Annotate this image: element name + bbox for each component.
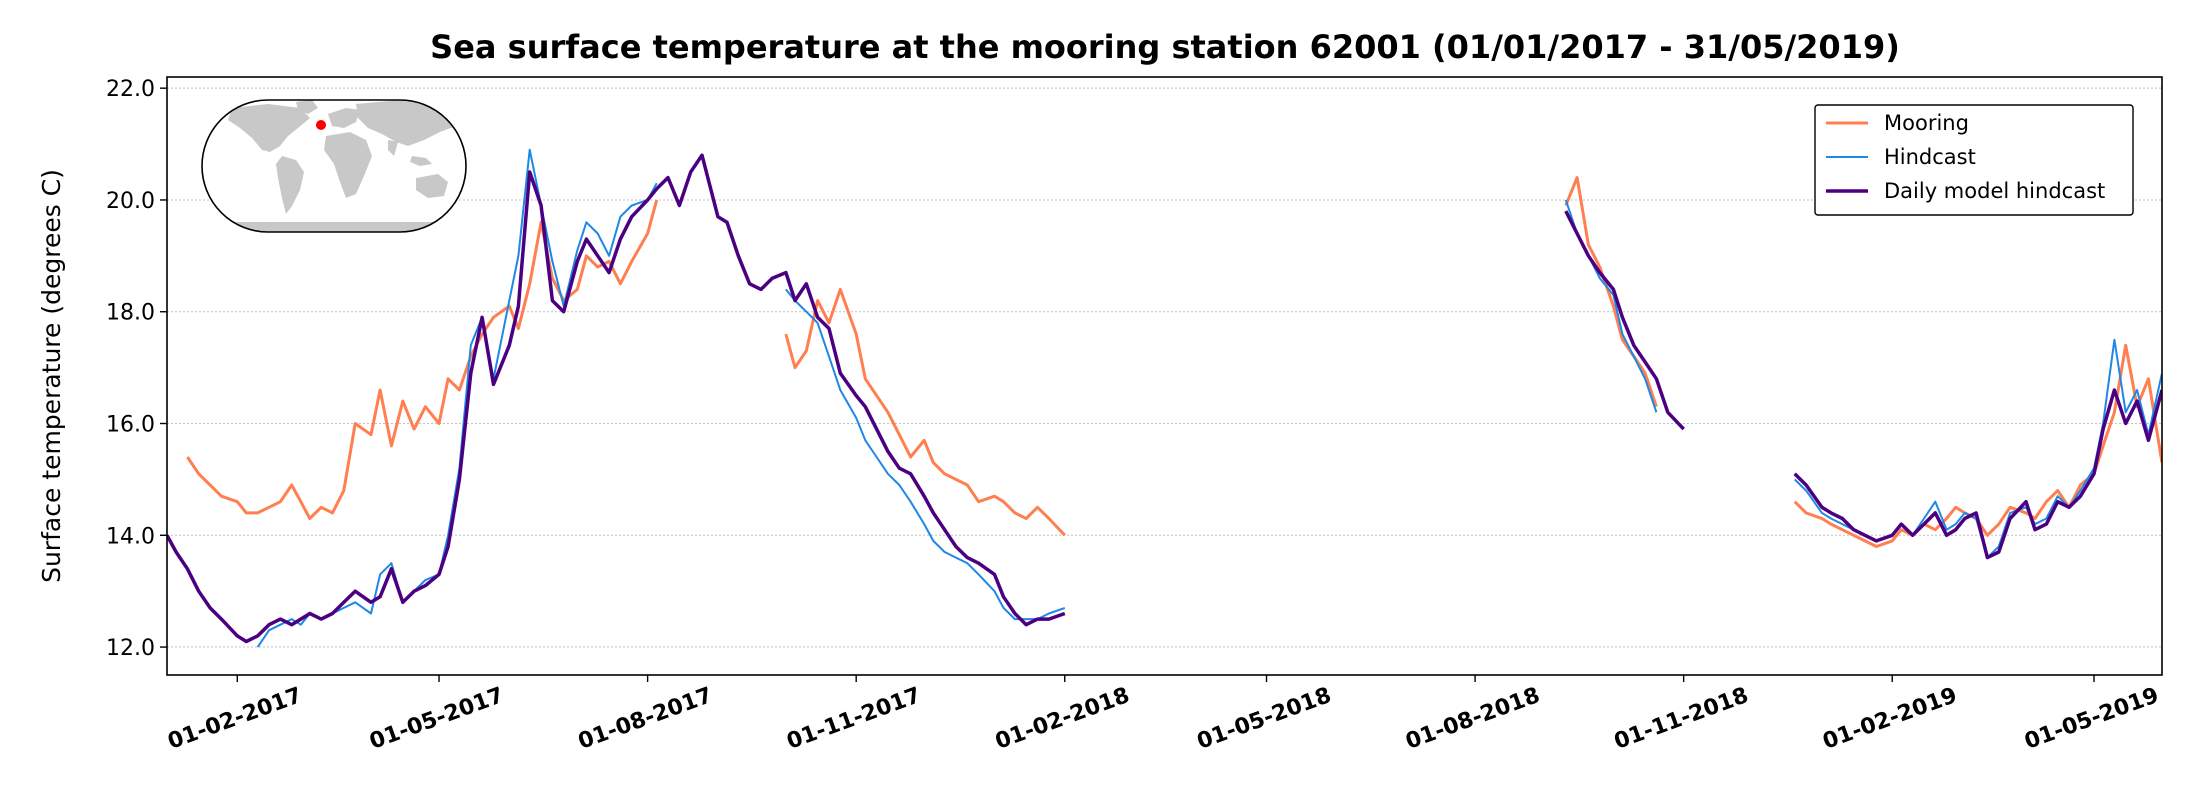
y-axis-label: Surface temperature (degrees C)	[37, 169, 66, 583]
series-layer	[167, 148, 2162, 648]
plot-frame	[166, 76, 2163, 676]
x-tick-label: 01-02-2019	[1820, 683, 1961, 755]
x-axis: 01-02-2017 01-05-2017 01-08-2017 01-11-2017…	[165, 675, 2162, 755]
x-tick-label: 01-05-2017	[366, 683, 507, 755]
y-tick-label: 20.0	[106, 189, 155, 214]
series-line-daily-model-hindcast	[1564, 210, 1685, 431]
series-line-mooring	[1564, 176, 1658, 408]
series-line-daily-model-hindcast	[1793, 388, 2162, 560]
x-tick-label: 01-05-2018	[1194, 683, 1335, 755]
station-marker	[316, 120, 326, 130]
x-tick-label: 01-08-2017	[575, 683, 716, 755]
y-tick-label: 14.0	[106, 524, 155, 549]
y-tick-label: 16.0	[106, 413, 155, 438]
y-tick-label: 18.0	[106, 301, 155, 326]
chart-title: Sea surface temperature at the mooring s…	[430, 28, 1900, 66]
series-line-daily-model-hindcast	[167, 153, 1066, 644]
y-tick-label: 12.0	[106, 636, 155, 661]
x-tick-label: 01-08-2018	[1402, 683, 1543, 755]
x-tick-label: 01-11-2018	[1611, 683, 1752, 755]
y-axis: 12.0 14.0 16.0 18.0 20.0 22.0	[106, 77, 167, 661]
series-line-hindcast	[785, 288, 1066, 621]
y-tick-label: 22.0	[106, 77, 155, 102]
legend-label-daily-model-hindcast: Daily model hindcast	[1884, 179, 2105, 203]
x-tick-label: 01-11-2017	[784, 683, 925, 755]
x-tick-label: 01-02-2017	[165, 683, 306, 755]
legend-label-mooring: Mooring	[1884, 111, 1969, 135]
x-tick-label: 01-05-2019	[2021, 683, 2162, 755]
inset-world-map	[201, 99, 467, 233]
legend-box	[1814, 104, 2134, 216]
legend: Mooring Hindcast Daily model hindcast	[1814, 104, 2134, 216]
legend-label-hindcast: Hindcast	[1884, 145, 1976, 169]
inset-border	[201, 99, 467, 233]
inset-land	[206, 100, 462, 232]
x-tick-label: 01-02-2018	[992, 683, 1133, 755]
series-line-mooring	[186, 199, 659, 520]
series-line-mooring	[784, 287, 1066, 537]
